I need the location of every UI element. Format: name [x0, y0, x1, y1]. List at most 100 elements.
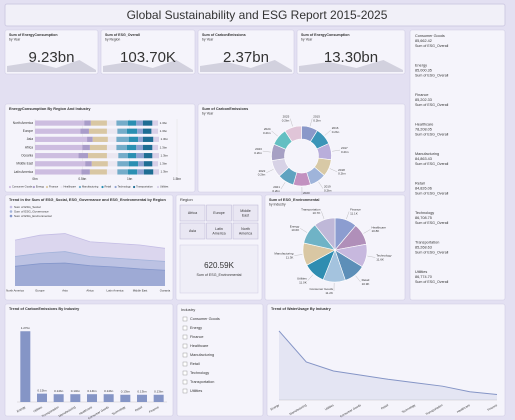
sidebar-label: Sum of ESG_Overall: [415, 191, 449, 195]
slice-value-label: 0.2bn: [341, 150, 349, 154]
leader-line: [329, 168, 338, 172]
legend-label: Finance: [49, 185, 59, 189]
slicer-button[interactable]: [206, 222, 232, 240]
slicer-button[interactable]: [232, 204, 259, 222]
slice-category: 2023: [255, 147, 262, 151]
bar-segment: [106, 128, 118, 134]
slicer-button[interactable]: [232, 222, 259, 240]
slice-value-label: 10.6K: [291, 228, 299, 232]
bar-segment: [137, 128, 143, 134]
kpi-label: Sum of EnergyConsumption: [301, 33, 350, 37]
bar-segment: [89, 144, 107, 151]
checkbox[interactable]: [182, 343, 188, 349]
bar-segment: [116, 136, 129, 142]
slice-category: Healthcare: [371, 225, 386, 229]
sparkline: [103, 60, 193, 72]
y-tick-label: Oceania: [21, 153, 33, 157]
panel: [4, 29, 99, 75]
legend-swatch: [101, 185, 104, 189]
value-label: 1.27bn: [21, 326, 31, 330]
checkbox[interactable]: [182, 370, 188, 376]
card-label: Sum of ESG_Environmental: [197, 273, 242, 277]
slicer-option: Retail: [190, 362, 200, 366]
legend-label: Retail: [105, 185, 112, 189]
slice-category: Transportation: [301, 207, 321, 211]
bar-segment: [127, 153, 137, 159]
slicer-button[interactable]: [206, 204, 232, 222]
chart-title: EnergyConsumption By Region And Industry: [9, 107, 91, 111]
slice-category: Technology: [376, 253, 392, 257]
slicer-option: Manufacturing: [190, 353, 214, 357]
line: [14, 251, 166, 262]
bar-segment: [116, 144, 127, 151]
x-tick-label: Finance: [487, 403, 499, 412]
bar-segment: [88, 153, 107, 159]
slice-value-label: 0.2bn: [332, 130, 340, 134]
x-tick-label: 1.5bn: [173, 177, 181, 181]
legend-label: Consumer Goods: [12, 185, 33, 189]
bar-segment: [152, 161, 159, 167]
slice-value-label: 0.2bn: [258, 173, 266, 177]
bar-segment: [107, 161, 118, 167]
panel: [266, 303, 506, 417]
bar-segment: [126, 144, 137, 151]
slicer-option: North America: [239, 227, 252, 236]
x-tick-label: Middle East: [133, 289, 148, 293]
checkbox[interactable]: [182, 325, 188, 331]
bar: [53, 394, 64, 402]
sidebar-label: Sum of ESG_Overall: [415, 221, 449, 225]
slice-value-label: 10.9K: [362, 282, 370, 286]
slicer-option: Latin America: [212, 227, 225, 236]
slice: [284, 125, 302, 143]
sidebar-label: Sum of ESG_Overall: [415, 103, 449, 107]
value-label: 0.13bn: [137, 390, 147, 394]
bar-segment: [128, 161, 139, 167]
kpi-value: 9.23bn: [29, 49, 75, 66]
bar-segment: [88, 128, 107, 134]
x-tick-label: Asia: [62, 289, 68, 293]
leader-line: [332, 149, 341, 152]
slice-value-label: 0.2bn: [338, 172, 346, 176]
bar-segment: [136, 120, 143, 126]
checkbox[interactable]: [182, 388, 188, 394]
bar: [137, 394, 147, 402]
bar-segment: [143, 161, 153, 167]
bar: [37, 393, 47, 402]
slice: [314, 217, 336, 251]
bar-segment: [78, 153, 89, 159]
bar-segment: [90, 120, 107, 126]
bar-segment: [142, 136, 154, 142]
slicer-button[interactable]: [179, 222, 206, 240]
slicer-option: Consumer Goods: [190, 317, 220, 321]
checkbox[interactable]: [182, 361, 188, 367]
leader-line: [363, 229, 371, 234]
bar-segment: [117, 169, 128, 175]
sidebar-label: Sum of ESG_Overall: [415, 44, 449, 48]
sidebar-name: Healthcare: [415, 123, 433, 127]
legend-label: Energy: [36, 185, 45, 189]
checkbox[interactable]: [182, 379, 188, 385]
kpi-value: 103.70K: [120, 49, 176, 66]
sidebar-name: Finance: [415, 93, 429, 97]
slicer-button[interactable]: [179, 204, 206, 222]
x-tick-label: Retail: [134, 405, 143, 412]
slice-category: 2019: [324, 185, 331, 189]
checkbox[interactable]: [182, 352, 188, 358]
checkbox[interactable]: [182, 334, 188, 340]
bar-segment: [85, 161, 92, 167]
card-value: 620.59K: [204, 261, 234, 270]
legend-label: Manufacturing: [82, 185, 99, 189]
total-label: 1.3bn: [160, 129, 168, 133]
bar-segment: [137, 169, 144, 175]
checkbox[interactable]: [182, 316, 188, 322]
slice-category: 2017: [341, 146, 348, 150]
bar-segment: [107, 136, 117, 142]
bar-segment: [138, 136, 143, 142]
leader-line: [367, 255, 376, 258]
slicer-option: Finance: [190, 335, 204, 339]
bar-segment: [152, 153, 160, 159]
x-tick-label: 0bn: [32, 177, 38, 181]
kpi-sub: by Year: [301, 37, 313, 41]
slice-value-label: 0.2bn: [263, 131, 271, 135]
